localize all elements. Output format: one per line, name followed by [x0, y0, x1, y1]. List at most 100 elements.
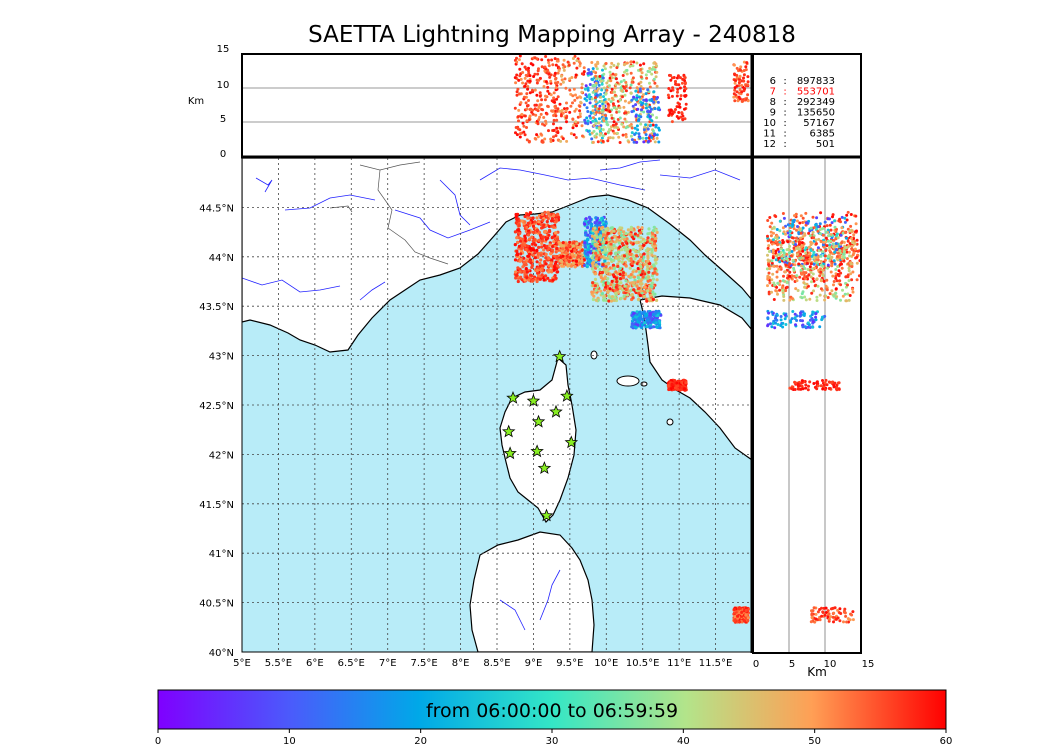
- lightning-point: [607, 97, 611, 101]
- station-count-number: 11: [763, 129, 776, 140]
- lightning-point: [555, 126, 559, 130]
- lightning-point: [639, 68, 643, 71]
- lightning-point: [515, 133, 519, 137]
- colorbar-tick-label: 20: [414, 736, 427, 747]
- lightning-point: [644, 123, 648, 127]
- lightning-point: [815, 256, 818, 260]
- lightning-point: [640, 108, 643, 112]
- latitude-tick-label: 44.5°N: [199, 203, 234, 214]
- lightning-point: [607, 84, 611, 88]
- lightning-point: [526, 85, 530, 88]
- lightning-point: [638, 89, 642, 93]
- lightning-point: [845, 218, 849, 222]
- lightning-point: [766, 219, 770, 222]
- lightning-point: [516, 266, 520, 270]
- lightning-point: [535, 133, 539, 137]
- lightning-point: [629, 71, 633, 75]
- lightning-point: [653, 248, 658, 252]
- lightning-point: [630, 98, 634, 102]
- lightning-point: [824, 284, 828, 288]
- lightning-point: [624, 135, 628, 139]
- lightning-point: [533, 88, 537, 92]
- lightning-point: [647, 297, 651, 301]
- lightning-point: [783, 313, 787, 317]
- lightning-point: [772, 298, 776, 301]
- lightning-point: [841, 294, 845, 298]
- lightning-point: [557, 215, 561, 220]
- lightning-point: [608, 272, 613, 276]
- lightning-point: [651, 263, 656, 267]
- lightning-point: [794, 243, 798, 246]
- lightning-point: [647, 227, 651, 231]
- lightning-point: [739, 65, 743, 69]
- lightning-point: [653, 292, 657, 296]
- lightning-point: [846, 210, 850, 214]
- lightning-point: [769, 230, 773, 234]
- lightning-point: [561, 80, 565, 84]
- lightning-point: [616, 126, 620, 130]
- lightning-point: [735, 66, 739, 70]
- lightning-point: [627, 101, 631, 105]
- lightning-point: [614, 291, 618, 295]
- lightning-point: [647, 139, 651, 143]
- lightning-point: [608, 287, 612, 291]
- lightning-point: [614, 122, 618, 126]
- lightning-point: [652, 242, 657, 246]
- lightning-point: [833, 606, 837, 610]
- lightning-point: [538, 94, 542, 98]
- lightning-point: [609, 257, 613, 261]
- lightning-point: [525, 107, 529, 111]
- lightning-point: [851, 290, 855, 294]
- lightning-point: [605, 120, 608, 124]
- lightning-point: [791, 241, 795, 245]
- lightning-point: [809, 620, 813, 624]
- lightning-point: [844, 614, 848, 618]
- lightning-point: [810, 313, 814, 316]
- lightning-point: [823, 258, 827, 262]
- lightning-point: [598, 133, 602, 137]
- lightning-point: [635, 94, 639, 98]
- lightning-point: [535, 228, 540, 232]
- lightning-point: [614, 256, 619, 260]
- lightning-point: [651, 271, 655, 275]
- lightning-point: [602, 64, 606, 68]
- lightning-point: [601, 76, 605, 80]
- lightning-point: [591, 297, 596, 302]
- lightning-point: [540, 241, 544, 245]
- lightning-point: [593, 134, 597, 138]
- latitude-tick-label: 42.5°N: [199, 401, 234, 412]
- lightning-point: [589, 116, 593, 120]
- lightning-point: [785, 252, 789, 256]
- lightning-point: [831, 274, 835, 278]
- lightning-point: [669, 89, 673, 93]
- lightning-point: [679, 97, 682, 101]
- lightning-point: [829, 607, 833, 611]
- lightning-point: [622, 125, 626, 129]
- lightning-point: [597, 127, 601, 131]
- lightning-point: [628, 266, 632, 270]
- lightning-point: [622, 230, 626, 234]
- lightning-point: [601, 283, 606, 287]
- lightning-point: [531, 112, 535, 116]
- lightning-point: [669, 74, 673, 77]
- lightning-point: [638, 282, 642, 286]
- lightning-point: [795, 279, 799, 283]
- lightning-point: [543, 65, 547, 69]
- lightning-point: [844, 275, 848, 279]
- lightning-point: [776, 292, 779, 296]
- lightning-point: [574, 253, 578, 257]
- lightning-point: [630, 138, 634, 142]
- lightning-point: [624, 279, 628, 283]
- top-ytick: 0: [220, 149, 226, 160]
- lightning-point: [817, 268, 821, 272]
- lightning-point: [641, 106, 645, 110]
- lightning-point: [832, 280, 836, 283]
- lightning-point: [538, 91, 542, 95]
- lightning-point: [621, 74, 625, 77]
- lightning-point: [824, 240, 828, 244]
- colorbar-tick-label: 0: [155, 736, 161, 747]
- lightning-point: [604, 227, 608, 231]
- lightning-point: [767, 250, 771, 253]
- lightning-point: [746, 99, 750, 103]
- lightning-point: [742, 60, 746, 64]
